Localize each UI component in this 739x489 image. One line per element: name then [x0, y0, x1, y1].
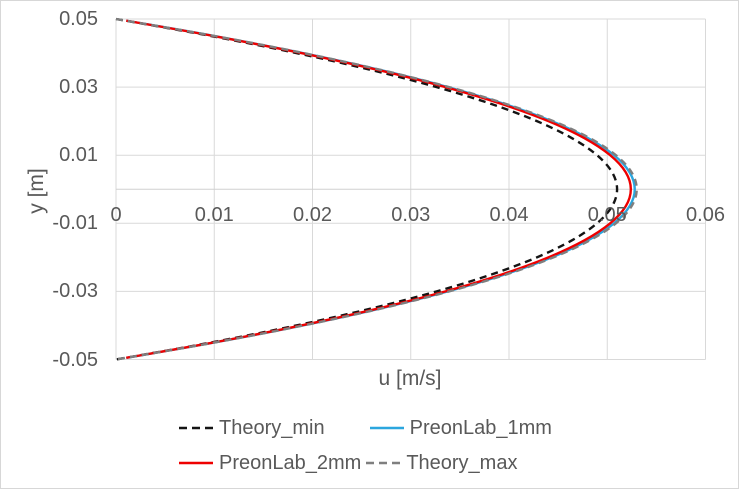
- y-tick-label: 0.03: [59, 76, 98, 99]
- legend-label-preonlab-2mm: PreonLab_2mm: [219, 451, 362, 474]
- x-tick-label: 0.03: [391, 204, 431, 227]
- legend-label-preonlab-1mm: PreonLab_1mm: [409, 416, 552, 439]
- legend-item-theory-max: Theory_max: [365, 452, 517, 475]
- legend-row-1: Theory_min PreonLab_1mm: [178, 416, 552, 440]
- x-tick-label: 0.05: [587, 204, 627, 227]
- x-tick-label: 0.01: [194, 204, 234, 227]
- series-line-theory-max: [115, 17, 638, 361]
- x-tick-label: 0.02: [293, 204, 332, 227]
- y-tick-label: 0.01: [59, 144, 98, 167]
- y-tick-label: -0.03: [52, 280, 98, 303]
- legend-item-theory-min: Theory_min: [178, 417, 325, 440]
- y-axis-title: y [m]: [25, 168, 48, 214]
- legend-row-2: PreonLab_2mm Theory_max: [178, 451, 517, 475]
- x-axis-title: u [m/s]: [378, 367, 442, 390]
- x-tick-label: 0.06: [686, 204, 725, 227]
- legend-label-theory-max: Theory_max: [406, 451, 518, 474]
- x-tick-label: 0: [110, 204, 122, 227]
- series-line-theory-min: [115, 17, 619, 361]
- x-tick-label: 0.04: [489, 204, 529, 227]
- legend-line-preonlab-1mm: [369, 426, 404, 430]
- legend-line-preonlab-2mm: [179, 461, 213, 465]
- y-tick-label: -0.05: [52, 348, 98, 371]
- legend-line-theory-min: [179, 426, 213, 430]
- legend-item-preonlab-2mm: PreonLab_2mm: [178, 452, 361, 475]
- legend-label-theory-min: Theory_min: [219, 416, 325, 439]
- y-tick-label: -0.01: [52, 212, 98, 235]
- legend-line-theory-max: [366, 461, 401, 465]
- legend-item-preonlab-1mm: PreonLab_1mm: [369, 417, 552, 440]
- y-tick-label: 0.05: [59, 8, 98, 30]
